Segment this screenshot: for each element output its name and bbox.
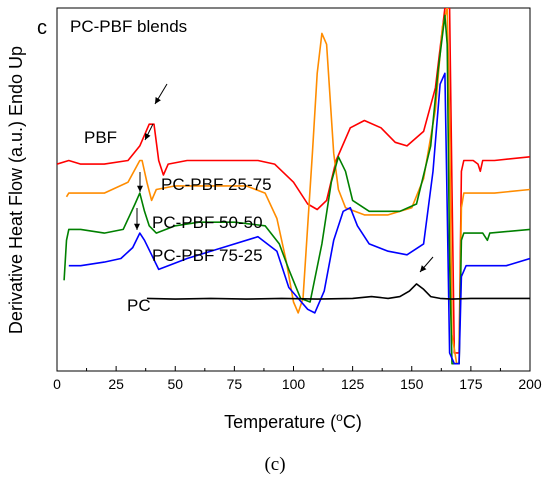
- series-label-50-50: PC-PBF 50-50: [152, 213, 263, 232]
- series-label-pc: PC: [127, 296, 151, 315]
- x-tick-label: 100: [282, 376, 306, 392]
- panel-letter: c: [37, 17, 47, 39]
- x-tick-label: 75: [227, 376, 243, 392]
- x-tick-label: 150: [400, 376, 424, 392]
- x-ticks: 0 25 50 75 100 125 150 175 200: [53, 366, 542, 392]
- series-line-pc-pbf-25-75: [65, 8, 530, 365]
- figure-caption: (c): [264, 454, 285, 475]
- x-tick-label: 125: [341, 376, 365, 392]
- x-tick-label: 200: [518, 376, 542, 392]
- y-axis-label: Derivative Heat Flow (a.u.) Endo Up: [6, 46, 26, 334]
- chart-title: PC-PBF blends: [70, 17, 187, 36]
- x-tick-label: 50: [167, 376, 183, 392]
- series-line-pbf: [57, 8, 530, 354]
- x-axis-label: Temperature (oC): [224, 410, 362, 432]
- series-layer: [57, 8, 530, 365]
- series-line-pc-pbf-75-25: [68, 72, 530, 365]
- series-label-pbf: PBF: [84, 128, 117, 147]
- x-tick-label: 25: [108, 376, 124, 392]
- arrow-head-icon: [155, 97, 161, 104]
- arrow-head-icon: [145, 133, 151, 140]
- x-tick-label: 0: [53, 376, 61, 392]
- arrow-head-icon: [420, 265, 427, 272]
- series-line-pc: [146, 283, 530, 300]
- arrow-head-icon: [134, 223, 140, 230]
- arrow-head-icon: [137, 185, 143, 192]
- arrow-layer: [134, 83, 434, 273]
- series-label-25-75: PC-PBF 25-75: [161, 175, 272, 194]
- series-label-75-25: PC-PBF 75-25: [152, 246, 263, 265]
- x-tick-label: 175: [459, 376, 483, 392]
- x-axis-label-superscript: o: [336, 410, 343, 424]
